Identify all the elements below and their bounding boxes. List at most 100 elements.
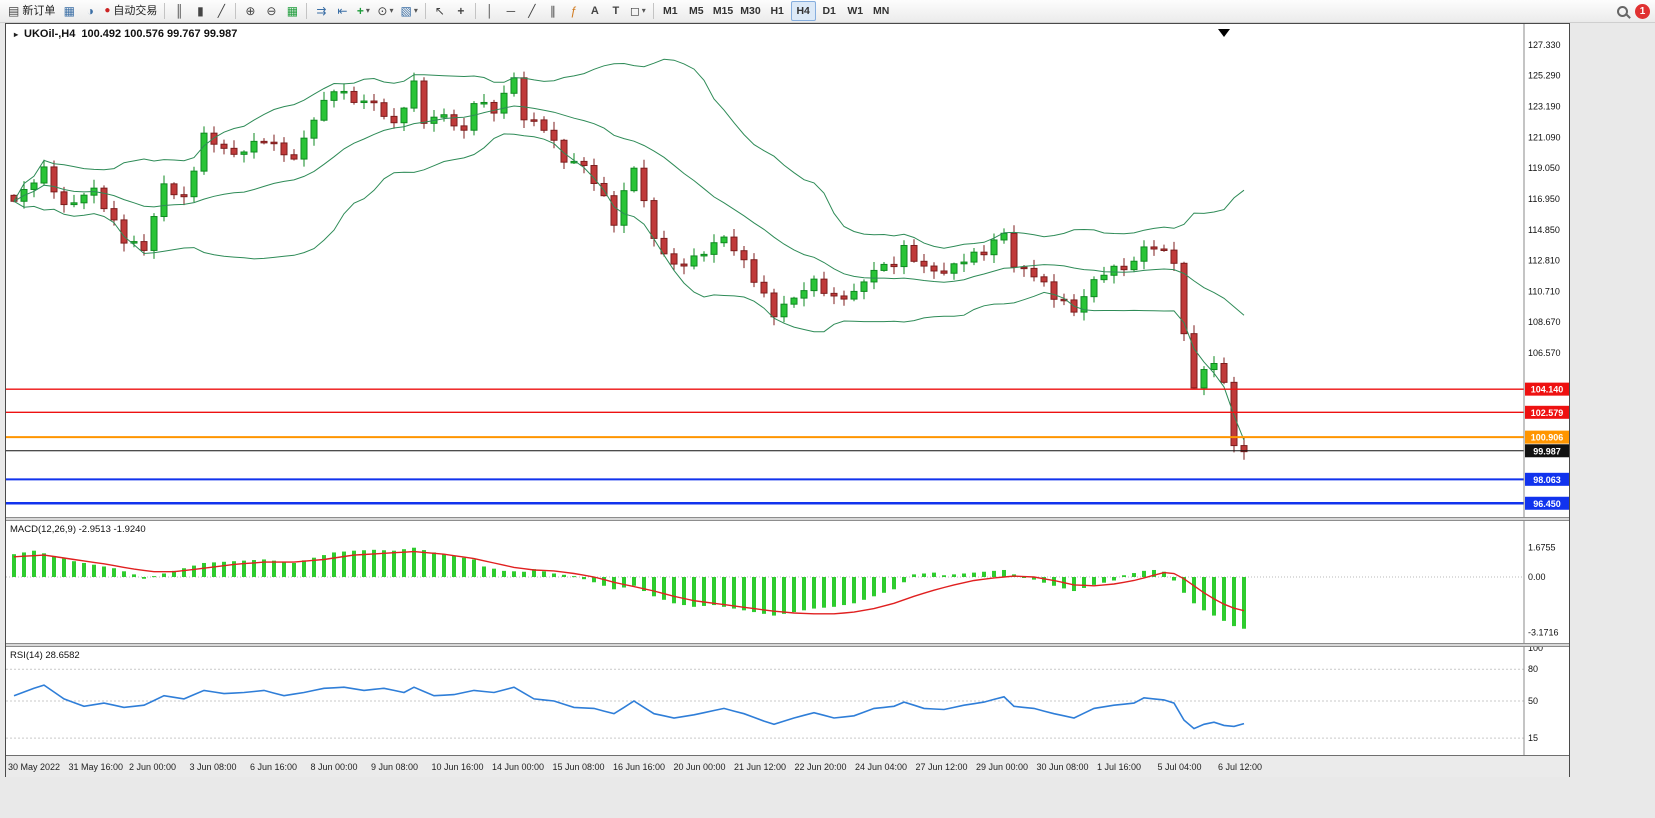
cursor-button[interactable]: ↖ bbox=[430, 1, 450, 21]
zoom-out-button[interactable]: ⊖ bbox=[261, 1, 281, 21]
timeframe-button-mn[interactable]: MN bbox=[873, 4, 890, 17]
rsi-pane[interactable]: 100 80 50 15 RSI(14) 28.6582 bbox=[6, 647, 1569, 755]
candle-up bbox=[1100, 274, 1108, 281]
line-chart-icon: ╱ bbox=[217, 4, 225, 18]
shapes-dropdown[interactable]: ◻ ▾ bbox=[627, 1, 649, 21]
macd-bar bbox=[152, 576, 156, 578]
macd-bar bbox=[1242, 577, 1246, 629]
candle-up bbox=[500, 92, 508, 114]
autotrading-button[interactable]: ● 自动交易 bbox=[101, 1, 160, 21]
macd-bar bbox=[102, 566, 106, 577]
macd-bar bbox=[12, 554, 16, 577]
timeframe-button-d1[interactable]: D1 bbox=[822, 4, 836, 17]
zoom-in-icon: ⊕ bbox=[245, 4, 256, 18]
line-chart-button[interactable]: ╱ bbox=[211, 1, 231, 21]
profiles-dropdown[interactable]: ⊙ ▾ bbox=[374, 1, 396, 21]
candle-chart-button[interactable]: ▮ bbox=[190, 1, 210, 21]
price-pane[interactable]: 104.140 102.579 100.906 99.987 98.063 96.450 1… bbox=[6, 24, 1569, 517]
charts-window-button[interactable]: ▦ bbox=[59, 1, 79, 21]
candle-down bbox=[1180, 262, 1188, 335]
candle-down bbox=[290, 154, 298, 160]
vertical-line-button[interactable]: │ bbox=[480, 1, 500, 21]
candle-up bbox=[900, 244, 908, 268]
macd-bar bbox=[1102, 577, 1106, 583]
macd-pane[interactable]: 1.6755 0.00 -3.1716 MACD(12,26,9) -2.9513 -… bbox=[6, 521, 1569, 643]
macd-bar bbox=[1232, 577, 1236, 627]
search-icon[interactable] bbox=[1617, 5, 1628, 17]
time-axis-label: 16 Jun 16:00 bbox=[613, 762, 666, 772]
pane-separator[interactable] bbox=[6, 643, 1569, 647]
last-bar-marker bbox=[1218, 29, 1230, 37]
new-order-button[interactable]: ▤ 新订单 bbox=[5, 1, 58, 21]
macd-bar bbox=[302, 560, 306, 577]
macd-bar bbox=[1192, 577, 1196, 604]
channel-icon: ∥ bbox=[549, 4, 556, 18]
candle-down bbox=[370, 100, 378, 104]
macd-bar bbox=[552, 573, 556, 577]
timeframe-button-m5[interactable]: M5 bbox=[689, 4, 704, 17]
chart-shift-button[interactable]: ⇤ bbox=[332, 1, 352, 21]
tile-windows-button[interactable]: ▦ bbox=[282, 1, 302, 21]
macd-bar bbox=[402, 549, 406, 577]
notification-badge[interactable]: 1 bbox=[1635, 3, 1650, 19]
timeframe-button-m30[interactable]: M30 bbox=[740, 4, 761, 17]
macd-bar bbox=[792, 577, 796, 613]
pane-separator[interactable] bbox=[6, 517, 1569, 521]
timeframe-button-h4[interactable]: H4 bbox=[790, 1, 816, 21]
candle-down bbox=[1220, 363, 1228, 383]
candle-down bbox=[740, 250, 748, 261]
candle-down bbox=[840, 295, 848, 300]
autoscroll-button[interactable]: ⇉ bbox=[311, 1, 331, 21]
candle-up bbox=[800, 290, 808, 299]
quotes-button[interactable]: ◑ bbox=[80, 1, 100, 21]
candle-up bbox=[80, 194, 88, 204]
bar-chart-button[interactable]: ║ bbox=[169, 1, 189, 21]
price-badge-label: 100.906 bbox=[1531, 433, 1564, 443]
crosshair-icon: + bbox=[457, 4, 465, 18]
trendline-button[interactable]: ╱ bbox=[522, 1, 542, 21]
macd-bar bbox=[522, 571, 526, 577]
timeframe-button-m15[interactable]: M15 bbox=[712, 4, 734, 17]
new-chart-dropdown[interactable]: + ▾ bbox=[353, 1, 373, 21]
crosshair-button[interactable]: + bbox=[451, 1, 471, 21]
macd-bar bbox=[822, 577, 826, 608]
candle-down bbox=[650, 200, 658, 239]
candle-down bbox=[820, 278, 828, 294]
timeframe-button-h1[interactable]: H1 bbox=[770, 4, 784, 17]
candle-down bbox=[100, 187, 108, 210]
candle-down bbox=[1060, 298, 1068, 302]
candle-down bbox=[910, 244, 918, 262]
macd-bar bbox=[922, 573, 926, 577]
toolbar-separator bbox=[652, 3, 654, 19]
candle-up bbox=[320, 99, 328, 121]
channel-button[interactable]: ∥ bbox=[543, 1, 563, 21]
time-axis-label: 15 Jun 08:00 bbox=[552, 762, 605, 772]
candle-up bbox=[870, 269, 878, 283]
time-axis[interactable]: 30 May 2022 31 May 16:00 2 Jun 00:00 3 Jun … bbox=[6, 755, 1569, 777]
candle-up bbox=[710, 242, 718, 255]
candle-down bbox=[610, 195, 618, 226]
fibonacci-button[interactable]: ƒ bbox=[564, 1, 584, 21]
candle-down bbox=[120, 219, 128, 244]
label-tool-button[interactable]: T bbox=[606, 1, 626, 21]
macd-bar bbox=[362, 550, 366, 577]
timeframe-button-m1[interactable]: M1 bbox=[663, 4, 678, 17]
candle-down bbox=[560, 139, 568, 163]
one-click-panel-arrow[interactable]: ▸ bbox=[14, 29, 19, 39]
candle-down bbox=[420, 80, 428, 124]
candle-up bbox=[960, 261, 968, 265]
price-badge bbox=[1525, 382, 1569, 396]
vertical-line-icon: │ bbox=[486, 4, 494, 18]
text-tool-button[interactable]: A bbox=[585, 1, 605, 21]
timeframe-button-w1[interactable]: W1 bbox=[847, 4, 864, 17]
candle-down bbox=[110, 208, 118, 221]
horizontal-line-button[interactable]: ─ bbox=[501, 1, 521, 21]
macd-bar bbox=[802, 577, 806, 611]
macd-bar bbox=[732, 577, 736, 609]
templates-dropdown[interactable]: ▧ ▾ bbox=[397, 1, 420, 21]
zoom-in-button[interactable]: ⊕ bbox=[240, 1, 260, 21]
time-axis-label: 5 Jul 04:00 bbox=[1157, 762, 1202, 772]
chart-window[interactable]: ▸ UKOil-,H4 100.492 100.576 99.767 99.98… bbox=[5, 23, 1570, 777]
price-axis-label: 121.090 bbox=[1528, 133, 1561, 143]
macd-bar bbox=[192, 565, 196, 577]
